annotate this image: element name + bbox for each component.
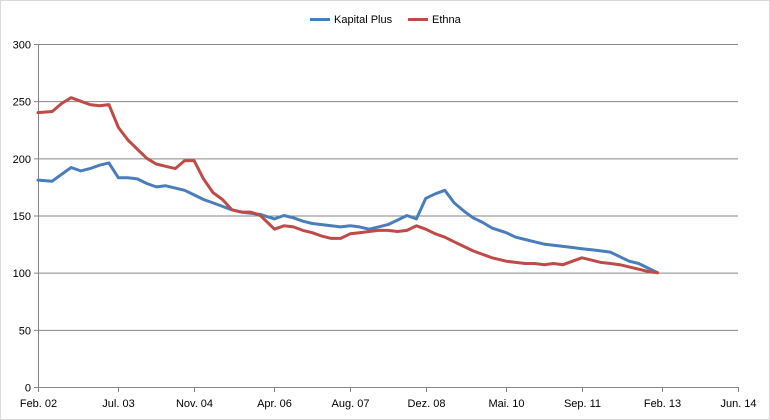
- y-tick-label: 250: [13, 97, 31, 109]
- x-tick-label: Dez. 08: [408, 398, 446, 410]
- series-line-ethna: [36, 96, 660, 275]
- series-line-kapital-plus: [36, 161, 660, 275]
- legend: Kapital Plus Ethna: [310, 14, 462, 26]
- x-tick-label: Jul. 03: [102, 398, 134, 410]
- gridlines: [38, 44, 738, 331]
- y-tick-label: 150: [13, 211, 31, 223]
- x-tick-label: Feb. 02: [20, 398, 57, 410]
- x-tick-label: Apr. 06: [257, 398, 292, 410]
- x-tick-label: Sep. 11: [564, 398, 601, 410]
- y-tick-label: 0: [25, 383, 31, 395]
- x-tick-label: Feb. 13: [644, 398, 681, 410]
- series-lines: [36, 96, 660, 275]
- x-tick-label: Aug. 07: [332, 398, 370, 410]
- y-tick-label: 50: [19, 325, 31, 337]
- legend-label: Kapital Plus: [334, 14, 393, 26]
- y-tick-label: 200: [13, 154, 31, 166]
- x-tick-label: Jun. 14: [720, 398, 756, 410]
- y-tick-label: 300: [13, 40, 31, 52]
- y-tick-label: 100: [13, 268, 31, 280]
- x-axis: Feb. 02 Jul. 03 Nov. 04 Apr. 06 Aug. 07 Dez. …: [20, 387, 757, 410]
- legend-label: Ethna: [432, 14, 462, 26]
- y-axis: 0 50 100 150 200 250 300: [13, 40, 39, 395]
- x-tick-label: Mai. 10: [488, 398, 524, 410]
- x-tick-label: Nov. 04: [176, 398, 213, 410]
